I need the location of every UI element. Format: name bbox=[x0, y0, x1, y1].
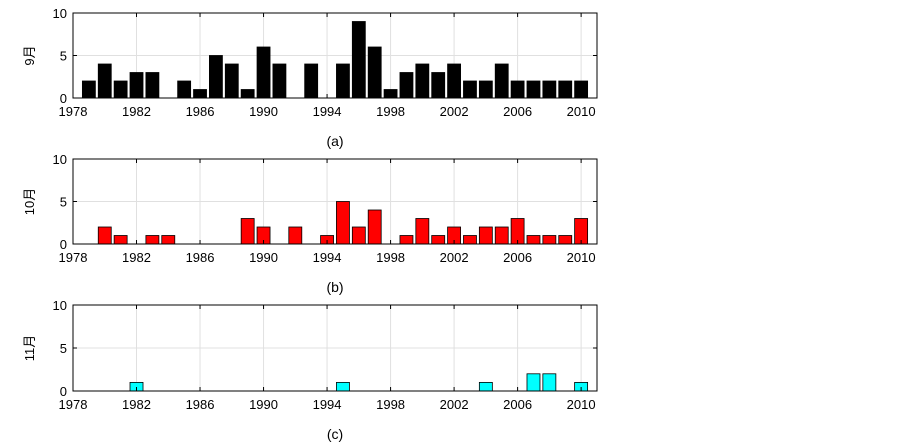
y-tick-label: 0 bbox=[60, 384, 67, 399]
x-tick-label: 1982 bbox=[122, 104, 151, 119]
bar-1981 bbox=[113, 235, 128, 245]
bar-1984 bbox=[161, 235, 176, 245]
bar-2001 bbox=[431, 235, 446, 245]
bar-1999 bbox=[399, 235, 414, 245]
chart-panel-1: 1978 1982 1986 1990 1994 1998 2002 2006 2010 0 5 10… bbox=[22, 6, 598, 149]
x-tick-label: 1978 bbox=[59, 250, 88, 265]
y-tick-label: 10 bbox=[53, 152, 67, 167]
bar-2003 bbox=[463, 80, 477, 99]
y-tick-label: 0 bbox=[60, 237, 67, 252]
x-tick-label: 1990 bbox=[249, 104, 278, 119]
x-tick-label: 1982 bbox=[122, 250, 151, 265]
bar-1981 bbox=[113, 80, 128, 99]
bar-2004 bbox=[478, 226, 493, 245]
x-tick-label: 2006 bbox=[503, 104, 532, 119]
bar-2008 bbox=[542, 373, 557, 392]
x-tick-label: 2010 bbox=[567, 250, 596, 265]
bar-1988 bbox=[224, 63, 239, 99]
x-tick-label: 2002 bbox=[440, 397, 469, 412]
x-tick-label: 2002 bbox=[440, 104, 469, 119]
panel-label: (b) bbox=[326, 279, 343, 295]
x-tick-label: 1978 bbox=[59, 397, 88, 412]
x-tick-label: 2006 bbox=[503, 397, 532, 412]
bar-1983 bbox=[145, 235, 160, 245]
bar-2001 bbox=[431, 72, 446, 99]
bar-1995 bbox=[336, 381, 350, 392]
panel-label: (c) bbox=[327, 426, 343, 442]
y-tick-label: 5 bbox=[60, 341, 67, 356]
bar-1980 bbox=[97, 226, 112, 245]
y-tick-label: 5 bbox=[60, 49, 67, 64]
y-tick-label: 0 bbox=[60, 91, 67, 106]
bar-1993 bbox=[304, 63, 319, 99]
x-tick-label: 1998 bbox=[376, 397, 405, 412]
bar-1991 bbox=[272, 63, 287, 99]
x-tick-label: 2010 bbox=[567, 397, 596, 412]
bar-2000 bbox=[415, 63, 430, 99]
bar-1995 bbox=[336, 63, 350, 99]
x-tick-label: 1994 bbox=[313, 397, 342, 412]
bar-1987 bbox=[209, 55, 223, 99]
y-axis-label: 9月 bbox=[22, 45, 37, 65]
bar-2002 bbox=[447, 63, 461, 99]
bar-2007 bbox=[526, 80, 541, 99]
x-tick-label: 1982 bbox=[122, 397, 151, 412]
x-tick-label: 1990 bbox=[249, 397, 278, 412]
bar-1989 bbox=[240, 218, 255, 245]
x-tick-label: 1998 bbox=[376, 250, 405, 265]
bar-2008 bbox=[542, 235, 557, 245]
bar-2000 bbox=[415, 218, 430, 245]
bar-1990 bbox=[256, 46, 271, 99]
y-axis-label: 10月 bbox=[22, 188, 37, 215]
y-tick-label: 10 bbox=[53, 298, 67, 313]
x-tick-label: 1994 bbox=[313, 104, 342, 119]
x-tick-label: 1994 bbox=[313, 250, 342, 265]
bar-1983 bbox=[145, 72, 160, 99]
bar-1992 bbox=[288, 226, 303, 245]
x-tick-label: 1990 bbox=[249, 250, 278, 265]
bar-1997 bbox=[367, 209, 382, 245]
bar-1996 bbox=[351, 21, 366, 99]
bar-1980 bbox=[97, 63, 112, 99]
x-tick-label: 1986 bbox=[186, 104, 215, 119]
bar-2007 bbox=[526, 235, 541, 245]
x-tick-label: 1986 bbox=[186, 397, 215, 412]
bar-1996 bbox=[351, 226, 366, 245]
bar-2009 bbox=[558, 235, 573, 245]
x-tick-label: 2006 bbox=[503, 250, 532, 265]
bar-1995 bbox=[336, 201, 350, 245]
bar-2008 bbox=[542, 80, 557, 99]
x-tick-label: 2010 bbox=[567, 104, 596, 119]
bar-2007 bbox=[526, 373, 541, 392]
y-axis-label: 11月 bbox=[22, 335, 37, 362]
chart-panel-2: 1978 1982 1986 1990 1994 1998 2002 2006 2010 0 5 10… bbox=[22, 152, 598, 295]
x-tick-label: 1978 bbox=[59, 104, 88, 119]
y-tick-label: 5 bbox=[60, 195, 67, 210]
bar-1985 bbox=[177, 80, 192, 99]
bar-1999 bbox=[399, 72, 414, 99]
bar-2003 bbox=[463, 235, 477, 245]
x-tick-label: 1998 bbox=[376, 104, 405, 119]
y-tick-label: 10 bbox=[53, 6, 67, 21]
x-tick-label: 1986 bbox=[186, 250, 215, 265]
bar-2005 bbox=[494, 63, 509, 99]
bar-2005 bbox=[494, 226, 509, 245]
chart-panel-3: 1978 1982 1986 1990 1994 1998 2002 2006 2010 0 5 10… bbox=[22, 298, 598, 442]
bar-2004 bbox=[478, 80, 493, 99]
bar-2009 bbox=[558, 80, 573, 99]
bar-1979 bbox=[81, 80, 96, 99]
x-tick-label: 2002 bbox=[440, 250, 469, 265]
bar-1989 bbox=[240, 89, 255, 99]
panel-label: (a) bbox=[326, 133, 343, 149]
bar-2004 bbox=[478, 381, 493, 392]
bar-1997 bbox=[367, 46, 382, 99]
